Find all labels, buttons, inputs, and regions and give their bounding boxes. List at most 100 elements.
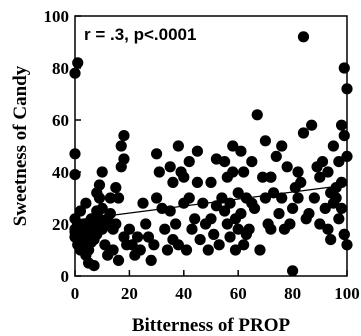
data-point xyxy=(213,239,225,251)
data-point xyxy=(145,254,157,266)
data-point xyxy=(325,234,337,246)
y-tick-label: 40 xyxy=(52,163,69,182)
data-point xyxy=(265,223,277,235)
data-point xyxy=(246,156,258,168)
y-axis-label: Sweetness of Candy xyxy=(10,65,31,226)
data-point xyxy=(96,202,108,214)
data-point xyxy=(229,244,242,256)
data-point xyxy=(232,223,244,235)
y-tick-label: 20 xyxy=(52,215,69,234)
data-point xyxy=(257,171,269,183)
plot-frame xyxy=(74,15,348,277)
x-tick-label: 0 xyxy=(71,284,80,303)
data-point xyxy=(276,140,288,152)
data-point xyxy=(167,176,179,188)
data-point xyxy=(267,187,280,199)
data-point xyxy=(333,213,345,225)
x-tick-label: 60 xyxy=(230,284,247,303)
data-point xyxy=(183,156,195,168)
data-point xyxy=(118,130,130,142)
data-point xyxy=(316,156,329,168)
data-point xyxy=(254,244,266,256)
correlation-annotation: r = .3, p<.0001 xyxy=(84,25,196,44)
data-point xyxy=(210,200,223,212)
y-tick-label: 60 xyxy=(52,111,69,130)
data-point xyxy=(341,83,353,95)
data-point xyxy=(205,213,217,225)
data-point xyxy=(205,176,217,188)
regression-line xyxy=(74,184,348,221)
data-point xyxy=(338,62,350,74)
data-point xyxy=(341,239,353,251)
data-point xyxy=(148,239,160,251)
data-point xyxy=(178,171,190,183)
data-point xyxy=(208,228,220,240)
data-point xyxy=(251,109,263,121)
data-point xyxy=(151,148,163,160)
data-point xyxy=(131,231,144,243)
data-point xyxy=(93,192,106,204)
data-point xyxy=(140,218,152,230)
x-tick-label: 100 xyxy=(334,284,360,303)
data-point xyxy=(180,244,193,256)
data-point xyxy=(110,182,122,194)
x-tick-label: 20 xyxy=(121,284,138,303)
data-point xyxy=(191,176,203,188)
data-point xyxy=(306,119,318,131)
data-point xyxy=(183,192,195,204)
data-point xyxy=(319,202,331,214)
plot-border xyxy=(74,15,348,277)
data-point xyxy=(273,208,285,220)
data-point xyxy=(287,202,299,214)
data-point xyxy=(248,202,261,214)
data-point xyxy=(69,169,81,181)
data-point xyxy=(224,231,236,243)
data-point xyxy=(292,166,304,178)
data-point xyxy=(227,166,239,178)
data-point xyxy=(281,161,293,173)
data-point xyxy=(292,192,304,204)
data-point xyxy=(303,208,315,220)
data-point xyxy=(74,205,87,217)
data-point xyxy=(322,223,334,235)
data-point xyxy=(270,150,282,162)
data-point xyxy=(295,176,307,188)
data-point xyxy=(186,223,198,235)
data-point xyxy=(297,127,310,139)
data-point xyxy=(265,171,277,183)
data-point xyxy=(159,223,171,235)
x-axis-ticks: 0 20 40 60 80 100 xyxy=(71,270,360,303)
data-point xyxy=(142,231,155,243)
data-point xyxy=(172,140,184,152)
data-point xyxy=(322,166,334,178)
data-point xyxy=(191,145,203,157)
y-tick-label: 0 xyxy=(61,267,70,286)
data-point xyxy=(80,197,92,209)
data-point xyxy=(161,244,174,256)
data-point xyxy=(335,119,348,131)
data-point xyxy=(235,145,247,157)
regression-line-group xyxy=(74,184,348,221)
data-point xyxy=(99,239,111,251)
data-point xyxy=(284,218,296,230)
y-axis-ticks: 0 20 40 60 80 100 xyxy=(44,7,81,286)
data-point xyxy=(170,218,182,230)
data-point xyxy=(259,135,271,147)
data-point xyxy=(172,239,184,251)
data-point xyxy=(243,223,255,235)
data-point xyxy=(238,166,250,178)
data-point xyxy=(238,239,250,251)
data-point xyxy=(123,223,135,235)
x-tick-label: 80 xyxy=(284,284,301,303)
y-tick-label: 100 xyxy=(44,7,70,26)
data-point xyxy=(112,254,125,266)
data-point xyxy=(112,192,125,204)
data-point xyxy=(69,67,81,79)
data-point xyxy=(164,161,176,173)
data-point xyxy=(297,31,310,43)
data-point xyxy=(314,171,326,183)
data-point xyxy=(335,202,348,214)
data-points xyxy=(69,31,353,277)
data-point xyxy=(115,140,127,152)
